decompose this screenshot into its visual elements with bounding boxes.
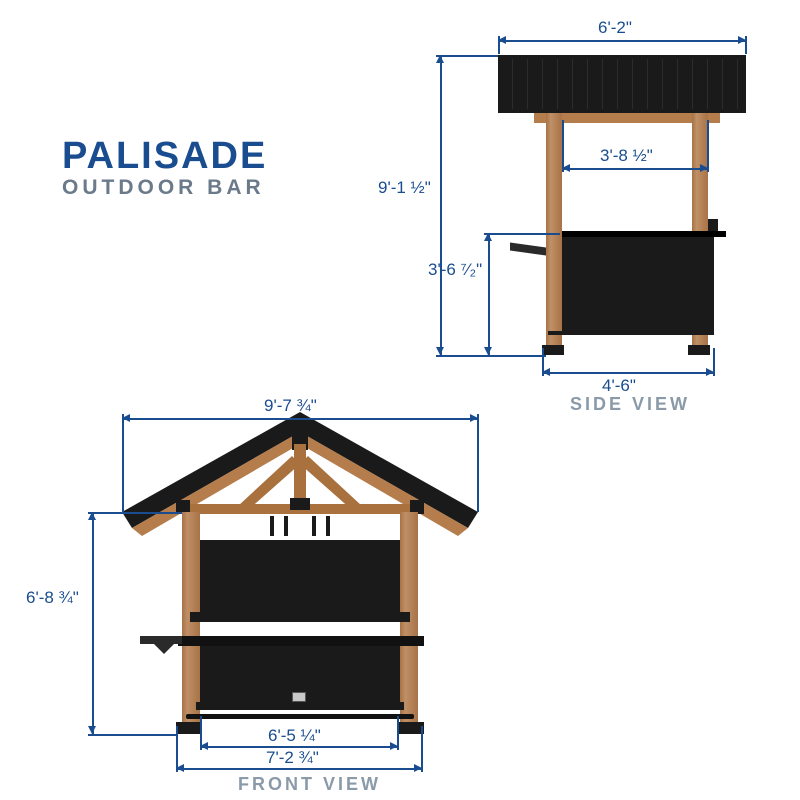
side-roof [498, 55, 746, 113]
dim-side-counter-height: 3'-6 ⁷⁄₂" [428, 260, 482, 280]
dim-tick [477, 414, 479, 512]
side-shelf [510, 242, 546, 255]
dim-line [440, 55, 442, 355]
dim-line [542, 372, 714, 374]
bracket-icon [312, 516, 316, 536]
front-mid-shelf [190, 612, 410, 622]
side-footrail [548, 331, 708, 335]
dim-side-total-height: 9'-1 ½" [378, 178, 431, 198]
dim-tick [88, 512, 182, 514]
dim-front-base-width: 7'-2 ¾" [266, 748, 319, 768]
front-roof [120, 400, 480, 540]
dim-tick [484, 233, 560, 235]
dim-tick [542, 348, 544, 376]
dim-tick [498, 36, 500, 54]
front-foot-left [176, 722, 202, 734]
dim-front-post-height: 6'-8 ¾" [26, 588, 79, 608]
dim-tick [436, 355, 546, 357]
dim-tick [88, 734, 176, 736]
side-countertop [562, 231, 726, 237]
side-foot-right [688, 345, 710, 355]
dim-front-roof-width: 9'-7 ¾" [264, 396, 317, 416]
bracket-icon [270, 516, 274, 536]
side-post-left [546, 113, 562, 345]
front-bartop [178, 636, 424, 646]
bracket-icon [326, 516, 330, 536]
product-title: PALISADE OUTDOOR BAR [62, 135, 267, 200]
dim-tick [421, 726, 423, 772]
dim-side-inner-width: 3'-8 ½" [600, 146, 653, 166]
front-footrail [186, 714, 414, 719]
outlet-icon [292, 692, 306, 702]
dim-tick [745, 36, 747, 54]
front-view-label: FRONT VIEW [238, 774, 381, 795]
arrow-icon [436, 347, 444, 355]
title-main: PALISADE [62, 135, 267, 178]
front-bottom-rail [196, 702, 404, 710]
side-counter [562, 235, 714, 335]
dim-line [92, 512, 94, 734]
dim-tick [562, 120, 564, 172]
side-view [498, 55, 746, 355]
dim-line [498, 40, 746, 42]
front-view [120, 400, 480, 740]
dim-side-base-width: 4'-6" [602, 376, 636, 396]
dim-front-inner-width: 6'-5 ¼" [268, 726, 321, 746]
dim-tick [707, 120, 709, 172]
dim-tick [176, 726, 178, 772]
dim-line [122, 418, 478, 420]
side-fixture [708, 219, 718, 231]
dim-tick [397, 716, 399, 750]
front-upper-panel [200, 540, 400, 612]
dim-tick [200, 716, 202, 750]
side-foot-left [542, 345, 564, 355]
side-view-label: SIDE VIEW [570, 394, 690, 415]
title-sub: OUTDOOR BAR [62, 176, 267, 200]
shelf-bracket-icon [154, 644, 174, 654]
arrow-icon [88, 726, 96, 734]
bracket-icon [284, 516, 288, 536]
dim-line [176, 768, 422, 770]
dim-line [562, 168, 707, 170]
dim-tick [122, 414, 124, 512]
dim-tick [436, 55, 498, 57]
dim-line [488, 233, 490, 355]
dim-tick [713, 348, 715, 376]
arrow-icon [484, 347, 492, 355]
front-side-shelf [140, 636, 182, 644]
dim-side-roof-width: 6'-2" [598, 18, 632, 38]
